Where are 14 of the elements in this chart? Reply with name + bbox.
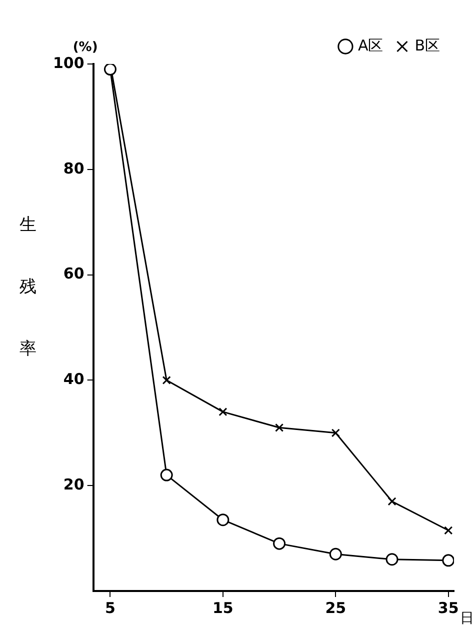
text: 生残率 — [20, 214, 36, 359]
x-tick-label: 5 — [105, 598, 116, 617]
y-tick-label: 100 — [53, 54, 84, 72]
x-tick-label: 35 — [438, 598, 459, 617]
legend-label: A区 — [358, 36, 384, 54]
text: (%) — [72, 40, 98, 55]
y-tick-label: 80 — [63, 159, 84, 178]
legend-label: B区 — [414, 36, 440, 54]
x-tick-label: 15 — [212, 598, 234, 617]
y-tick-label: 40 — [63, 370, 84, 388]
y-tick-label: 20 — [63, 475, 84, 494]
x-tick-label: 25 — [325, 598, 346, 617]
x-axis-title: 日 — [460, 610, 474, 627]
y-tick-label: 60 — [63, 264, 84, 283]
